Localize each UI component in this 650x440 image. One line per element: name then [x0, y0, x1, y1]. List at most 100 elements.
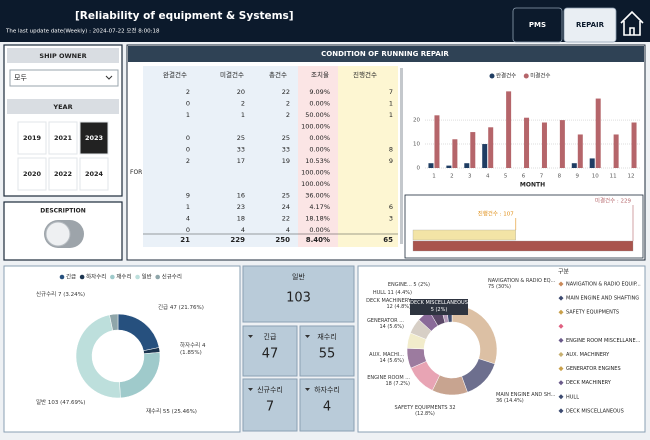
slice-label: 일반 103 (47.69%) [36, 400, 86, 406]
kpi-arrow [248, 388, 253, 391]
legend-label: 완결건수 [496, 72, 516, 80]
cell: 22 [282, 88, 290, 96]
kpi-card [299, 378, 355, 432]
chart-panel [405, 66, 643, 193]
cell: 17 [237, 157, 245, 165]
legend-label: 신규수리 [162, 273, 182, 281]
legend-marker [558, 366, 564, 372]
year-button[interactable] [48, 157, 78, 191]
cell: 18.18% [305, 215, 330, 223]
table-title: CONDITION OF RUNNING REPAIR [321, 50, 449, 58]
x-tick-label: 5 [504, 174, 508, 180]
cell: 36.00% [305, 192, 330, 200]
total-cell: 21 [180, 236, 190, 244]
legend-label: NAVIGATION & RADIO EQUIP... [566, 282, 641, 288]
legend-label: MAIN ENGINE AND SHAFTING [566, 296, 639, 302]
cell: 6 [389, 203, 393, 211]
year-button[interactable] [79, 121, 109, 155]
column-header: 총건수 [269, 70, 287, 79]
year-button[interactable] [79, 157, 109, 191]
cell: 0.00% [309, 146, 330, 154]
bar [631, 122, 637, 168]
total-cell: 65 [383, 236, 393, 244]
cell: 33 [282, 146, 290, 154]
tab-label: PMS [529, 21, 546, 29]
kpi-value: 55 [319, 347, 336, 362]
tab[interactable] [563, 7, 617, 43]
section-label: SHIP OWNER [39, 52, 86, 60]
cell: 20 [237, 88, 245, 96]
legend-title: 구분 [558, 269, 570, 276]
cell: 100.00% [301, 169, 330, 177]
donut-panel [357, 265, 646, 433]
title: [Reliability of equipment & Systems] [75, 10, 294, 22]
legend-label: ENGINE ROOM MISCELLANE... [566, 338, 641, 344]
total-cell: 229 [230, 236, 245, 244]
bar [577, 134, 583, 168]
legend-marker [558, 337, 564, 343]
cell: 7 [389, 88, 393, 96]
cell: 50.00% [305, 111, 330, 119]
kpi-card [242, 325, 298, 377]
kpi-card [242, 378, 298, 432]
x-tick-label: 9 [576, 174, 580, 180]
year-label: 2022 [54, 170, 72, 178]
cell: 22 [282, 215, 290, 223]
total-cell: 250 [275, 236, 290, 244]
table-title-band [128, 46, 644, 62]
slice-label: 재수리 55 (25.46%) [146, 409, 197, 415]
scrollbar [400, 68, 403, 244]
row-label: FOR [130, 169, 142, 176]
donut-slice [109, 313, 119, 331]
legend-label: SAFETY EQUIPMENTS [566, 310, 619, 316]
home-icon[interactable] [620, 10, 644, 36]
slice-label: NAVIGATION & RADIO EQ... 75 (30%) [488, 278, 556, 290]
year-label: 2020 [23, 170, 42, 178]
kpi-arrow [305, 335, 310, 338]
cell: 1 [241, 111, 245, 119]
slice-label: ENGINE... 5 (2%) [387, 282, 430, 288]
description-label: DESCRIPTION [40, 208, 86, 215]
kpi-card [299, 325, 355, 377]
legend-marker [79, 274, 85, 280]
bar [488, 127, 494, 168]
x-tick-label: 6 [522, 174, 526, 180]
cell: 9 [186, 192, 190, 200]
progress-label: 진행건수 : 107 [478, 210, 515, 218]
kpi-label: 일반 [292, 272, 305, 281]
legend-marker [110, 274, 115, 280]
column-header: 조치율 [311, 70, 329, 79]
legend-label: 일반 [142, 273, 152, 281]
year-label: 2019 [23, 134, 42, 142]
dropdown-value: 모두 [14, 74, 27, 82]
legend-label: DECK MISCELLANEOUS [566, 408, 624, 414]
kpi-label: 긴급 [264, 332, 277, 341]
year-button[interactable] [48, 121, 78, 155]
bar [428, 163, 434, 168]
tab[interactable] [512, 7, 563, 43]
cell: 1 [186, 111, 190, 119]
year-button[interactable] [17, 121, 47, 155]
legend-label: 재수리 [116, 273, 131, 281]
cell: 2 [241, 100, 245, 108]
cell: 0.00% [309, 134, 330, 142]
dropdown[interactable] [9, 69, 119, 87]
cell: 24 [282, 203, 290, 211]
cell: 25 [237, 134, 245, 142]
cell: 0.00% [309, 226, 330, 234]
legend-label: 하자수리 [86, 273, 106, 281]
kpi-label: 하자수리 [314, 385, 340, 394]
cell: 0 [186, 134, 190, 142]
legend-marker [558, 380, 564, 386]
bar [524, 117, 530, 168]
bar [571, 163, 577, 168]
total-cell: 8.40% [306, 236, 330, 244]
col-bg [143, 66, 298, 247]
x-tick-label: 7 [540, 174, 544, 180]
subtitle: The last update date(Weekly) : 2024-07-2… [5, 27, 160, 35]
section-label: YEAR [52, 103, 72, 111]
bar [541, 122, 547, 168]
year-button[interactable] [17, 157, 47, 191]
cell: 1 [186, 203, 190, 211]
